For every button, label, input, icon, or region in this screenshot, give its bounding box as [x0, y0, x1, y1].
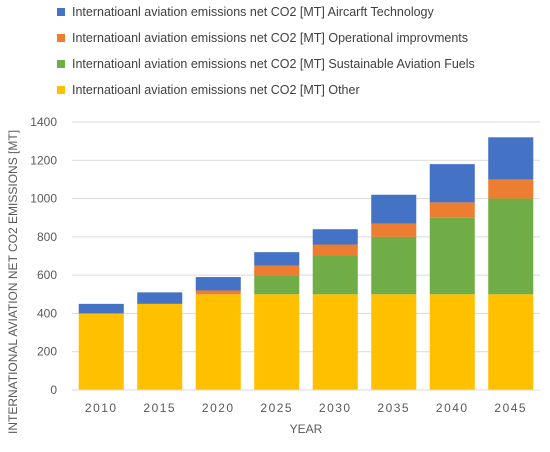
- bar-segment-2035-s0: [371, 294, 417, 390]
- bar-segment-2040-s1: [429, 217, 475, 295]
- bar-segment-2030-s3: [312, 229, 358, 245]
- x-tick-label-2020: 2020: [202, 401, 235, 415]
- bar-segment-2045-s0: [488, 294, 534, 390]
- legend: Internatioanl aviation emissions net CO2…: [57, 5, 475, 97]
- x-tick-label-2045: 2045: [494, 401, 527, 415]
- legend-swatch-0: [57, 86, 65, 94]
- y-axis-ticks: 0 200 400 600 800 1000 1200 1400: [30, 115, 57, 397]
- bar-segment-2030-s1: [312, 256, 358, 295]
- bar-segment-2040-s2: [429, 202, 475, 218]
- bar-segment-2035-s2: [371, 223, 417, 237]
- bar-segment-2010-s3: [78, 303, 124, 314]
- x-tick-label-2025: 2025: [260, 401, 293, 415]
- bar-segment-2020-s3: [195, 277, 241, 291]
- bar-segment-2010-s0: [78, 313, 124, 390]
- bar-segment-2035-s3: [371, 194, 417, 224]
- bar-segment-2025-s0: [254, 294, 300, 390]
- x-axis-ticks: 2010 2015 2020 2025 2030 2035 2040 2045: [85, 401, 527, 415]
- bar-segment-2030-s2: [312, 244, 358, 256]
- bar-segment-2045-s1: [488, 198, 534, 295]
- legend-label-1: Internatioanl aviation emissions net CO2…: [72, 57, 475, 71]
- bar-segment-2015-s3: [137, 292, 183, 304]
- x-tick-label-2010: 2010: [85, 401, 118, 415]
- bar-segment-2025-s3: [254, 252, 300, 266]
- bar-segment-2030-s0: [312, 294, 358, 390]
- bar-segment-2015-s0: [137, 303, 183, 390]
- bar-segment-2025-s2: [254, 265, 300, 276]
- x-tick-label-2035: 2035: [377, 401, 410, 415]
- bar-segment-2040-s3: [429, 164, 475, 203]
- bar-segment-2045-s3: [488, 137, 534, 180]
- y-tick-label: 1200: [30, 153, 57, 167]
- legend-label-2: Internatioanl aviation emissions net CO2…: [72, 31, 468, 45]
- legend-label-0: Internatioanl aviation emissions net CO2…: [72, 83, 360, 97]
- y-tick-label: 1000: [30, 192, 57, 206]
- y-tick-label: 200: [37, 345, 57, 359]
- x-tick-label-2030: 2030: [319, 401, 352, 415]
- y-tick-label: 400: [37, 306, 57, 320]
- y-axis-title: INTERNATIONAL AVIATION NET CO2 EMISSIONS…: [6, 130, 20, 434]
- y-tick-label: 1400: [30, 115, 57, 129]
- bar-segment-2020-s2: [195, 290, 241, 295]
- y-tick-label: 800: [37, 230, 57, 244]
- bar-segment-2040-s0: [429, 294, 475, 390]
- x-tick-label-2015: 2015: [143, 401, 176, 415]
- legend-label-3: Internatioanl aviation emissions net CO2…: [72, 5, 434, 19]
- legend-swatch-3: [57, 8, 65, 16]
- y-tick-label: 0: [50, 383, 57, 397]
- bar-segment-2045-s2: [488, 179, 534, 199]
- bar-segment-2025-s1: [254, 275, 300, 295]
- bars: [78, 137, 534, 390]
- x-tick-label-2040: 2040: [436, 401, 469, 415]
- x-axis-title: YEAR: [290, 422, 323, 436]
- legend-swatch-2: [57, 34, 65, 42]
- legend-swatch-1: [57, 60, 65, 68]
- bar-segment-2020-s0: [195, 294, 241, 390]
- bar-segment-2035-s1: [371, 236, 417, 295]
- y-tick-label: 600: [37, 268, 57, 282]
